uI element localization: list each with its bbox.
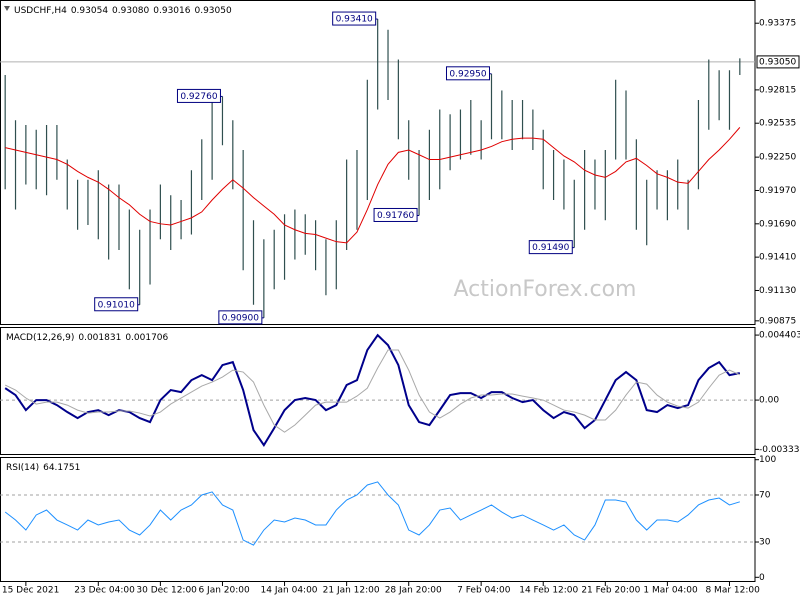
x-tick-label: 7 Feb 04:00 (457, 586, 511, 596)
series-line (4, 349, 741, 433)
panel-title-value: 64.1751 (43, 463, 80, 473)
moving-average (5, 127, 741, 244)
panel-title-name: MACD(12,26,9) (6, 333, 74, 343)
panel-title-value: 0.93016 (153, 6, 190, 16)
y-tick-label: 0.91690 (759, 219, 796, 229)
y-tick-label: 0.91970 (759, 186, 796, 196)
y-tick-label: 100 (759, 455, 776, 465)
annotation-label: 0.91490 (532, 243, 569, 253)
last-price-box (756, 55, 800, 69)
symbol-icon (4, 6, 10, 11)
annotation-label: 0.91010 (98, 300, 135, 310)
x-tick-label: 21 Feb 20:00 (581, 586, 640, 596)
x-tick-label: 14 Jan 04:00 (261, 586, 318, 596)
y-tick-label: 0.004403 (759, 331, 800, 341)
panel-frame (0, 327, 756, 455)
x-tick-label: 8 Mar 12:00 (705, 586, 760, 596)
panel-title-name: USDCHF,H4 (14, 6, 67, 16)
panel-title-value: 0.93050 (194, 6, 231, 16)
price-annotation: 0.92950 (445, 66, 492, 81)
y-tick-label: 30 (759, 538, 771, 548)
annotation-label: 0.90900 (222, 313, 259, 323)
x-tick-label: 1 Mar 04:00 (643, 586, 698, 596)
panel-title-value: 0.93080 (112, 6, 149, 16)
x-tick-label: 28 Jan 20:00 (385, 586, 442, 596)
x-tick-label: 6 Jan 20:00 (198, 586, 250, 596)
panel-title-value: 0.001706 (125, 333, 168, 343)
annotation-label: 0.93410 (336, 15, 373, 25)
annotation-label: 0.92950 (449, 69, 486, 79)
last-price-label: 0.93050 (759, 57, 796, 67)
panel-title: MACD(12,26,9) 0.001831 0.001706 (6, 333, 169, 343)
panel-frame (0, 457, 756, 582)
x-tick-label: 23 Dec 04:00 (74, 586, 135, 596)
x-tick-label: 30 Dec 12:00 (136, 586, 197, 596)
y-tick-label: 0.00 (759, 396, 779, 406)
series-line (4, 333, 741, 447)
y-tick-label: 0.92250 (759, 153, 796, 163)
panel-title-value: 0.93054 (71, 6, 108, 16)
y-tick-label: 0.92535 (759, 119, 796, 129)
x-tick-label: 14 Feb 12:00 (519, 586, 578, 596)
annotation-label: 0.92760 (180, 92, 217, 102)
y-tick-label: 0.91130 (759, 286, 796, 296)
x-tick-label: 15 Dec 2021 (2, 586, 60, 596)
watermark: ActionForex.com (454, 277, 637, 302)
price-annotation: 0.91010 (94, 297, 140, 312)
y-tick-label: 0.90875 (759, 316, 796, 326)
x-tick-label: 21 Jan 12:00 (323, 586, 380, 596)
y-tick-label: 0.91410 (759, 253, 796, 263)
price-annotation: 0.92760 (176, 88, 223, 103)
price-annotation: 0.91760 (373, 207, 420, 222)
series-line (4, 481, 740, 546)
panel-frame (0, 0, 756, 325)
panel-title: USDCHF,H4 0.93054 0.93080 0.93016 0.93050 (14, 6, 232, 16)
price-annotation: 0.93410 (332, 11, 378, 26)
y-tick-label: 0.93375 (759, 19, 796, 29)
annotation-label: 0.91760 (377, 211, 414, 221)
price-annotation: 0.90900 (218, 310, 264, 325)
price-annotation: 0.91490 (528, 240, 575, 255)
panel-title-name: RSI(14) (6, 463, 39, 473)
panel-title: RSI(14) 64.1751 (6, 463, 80, 473)
y-tick-label: -0.003338 (759, 445, 800, 455)
panel-title-value: 0.001831 (78, 333, 121, 343)
y-tick-label: 70 (759, 490, 771, 500)
y-tick-label: 0.92815 (759, 85, 796, 95)
y-tick-label: 0 (759, 573, 765, 583)
